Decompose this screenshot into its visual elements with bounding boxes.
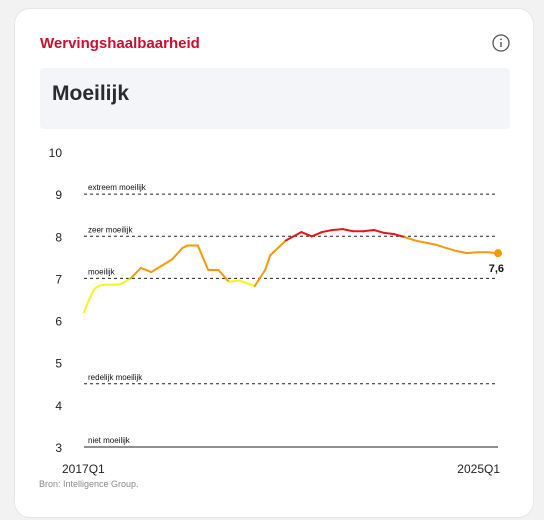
series-segment — [83, 298, 91, 314]
band-label: niet moeilijk — [88, 436, 131, 445]
band-label: redelijk moeilijk — [88, 373, 143, 382]
series-segment — [310, 231, 324, 238]
series-segment — [455, 250, 468, 255]
band-label: zeer moeilijk — [88, 225, 133, 234]
series-segment — [383, 231, 396, 236]
series-segment — [434, 243, 448, 250]
series-segment — [129, 266, 142, 280]
y-tick-label: 5 — [55, 357, 62, 371]
last-value-label: 7,6 — [489, 263, 504, 275]
y-tick-label: 9 — [55, 188, 62, 202]
series-segment — [119, 277, 132, 286]
y-tick-label: 3 — [55, 441, 62, 455]
last-point-marker — [494, 249, 502, 258]
status-box: Moeilijk — [40, 68, 510, 129]
series-segment — [424, 241, 437, 246]
series-segment — [93, 284, 101, 290]
series-segment — [372, 228, 386, 234]
series-segment — [321, 228, 334, 234]
y-tick-label: 4 — [55, 399, 62, 413]
series-segment — [269, 239, 287, 257]
series-segment — [331, 228, 344, 231]
series-segment — [217, 269, 230, 283]
series-segment — [227, 279, 241, 283]
series-segment — [253, 269, 267, 288]
source-note: Bron: Intelligence Group. — [39, 479, 139, 489]
x-end-label: 2025Q1 — [457, 462, 500, 476]
x-start-label: 2017Q1 — [62, 462, 105, 476]
series-segment — [139, 266, 153, 274]
y-tick-label: 6 — [55, 315, 62, 329]
series-segment — [465, 251, 479, 255]
series-segment — [403, 236, 417, 242]
info-icon[interactable] — [492, 34, 510, 52]
series-segment — [362, 228, 375, 233]
series-segment — [393, 233, 406, 239]
series-segment — [170, 247, 184, 261]
status-label: Moeilijk — [52, 82, 130, 105]
series-segment — [445, 247, 458, 253]
y-tick-label: 7 — [55, 272, 62, 286]
series-segment — [196, 244, 210, 271]
series-segment — [150, 264, 163, 274]
series-segment — [300, 231, 313, 238]
series-segment — [414, 239, 427, 244]
series-segment — [160, 258, 173, 267]
y-tick-label: 8 — [55, 230, 62, 244]
band-label: extreem moeilijk — [88, 183, 147, 192]
chart-card: Wervingshaalbaarheid Moeilijk — [14, 8, 534, 518]
card-title: Wervingshaalbaarheid — [40, 35, 200, 52]
series-segment — [240, 280, 256, 288]
series-segment — [284, 231, 303, 242]
y-tick-label: 10 — [49, 146, 63, 160]
band-label: moeilijk — [88, 267, 116, 276]
series-segment — [341, 228, 355, 233]
series-segment — [264, 254, 272, 271]
series-segment — [88, 287, 96, 301]
